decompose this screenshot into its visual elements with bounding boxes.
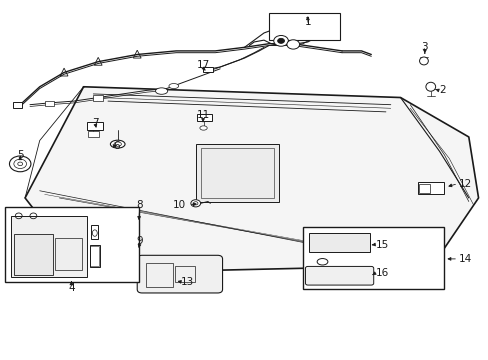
Text: 14: 14 bbox=[458, 254, 471, 264]
Bar bbox=[11, 216, 87, 277]
Text: 3: 3 bbox=[421, 42, 427, 52]
Ellipse shape bbox=[425, 82, 435, 91]
Text: 13: 13 bbox=[181, 277, 194, 287]
Circle shape bbox=[9, 156, 31, 172]
Bar bbox=[195, 144, 278, 202]
FancyBboxPatch shape bbox=[305, 266, 373, 285]
Bar bbox=[91, 225, 98, 239]
Ellipse shape bbox=[110, 140, 125, 148]
Bar bbox=[200, 148, 273, 198]
Bar bbox=[90, 245, 100, 267]
Bar bbox=[55, 238, 82, 270]
Bar bbox=[203, 67, 212, 72]
Ellipse shape bbox=[190, 200, 200, 207]
Bar bbox=[197, 114, 211, 121]
Bar bbox=[14, 234, 53, 275]
Text: 7: 7 bbox=[92, 118, 99, 128]
Text: 11: 11 bbox=[196, 111, 209, 121]
Text: 8: 8 bbox=[136, 200, 142, 210]
Ellipse shape bbox=[317, 258, 327, 265]
Bar bbox=[175, 266, 194, 282]
Text: 17: 17 bbox=[196, 60, 209, 70]
Bar bbox=[418, 184, 429, 193]
Text: 5: 5 bbox=[17, 150, 23, 160]
Ellipse shape bbox=[200, 126, 207, 130]
Text: 4: 4 bbox=[68, 283, 75, 293]
Bar bbox=[90, 246, 99, 266]
FancyBboxPatch shape bbox=[137, 255, 222, 293]
Bar bbox=[93, 95, 103, 101]
Bar bbox=[4, 207, 139, 282]
Bar bbox=[87, 122, 103, 130]
Text: 9: 9 bbox=[136, 236, 142, 246]
Text: 6: 6 bbox=[113, 141, 119, 151]
Ellipse shape bbox=[168, 84, 178, 89]
Text: 2: 2 bbox=[439, 85, 445, 95]
Bar bbox=[268, 13, 339, 40]
Bar bbox=[13, 102, 21, 108]
Text: 12: 12 bbox=[458, 179, 471, 189]
Bar bbox=[44, 101, 54, 107]
Ellipse shape bbox=[155, 88, 167, 94]
Circle shape bbox=[286, 40, 299, 49]
Text: 15: 15 bbox=[375, 239, 388, 249]
Bar bbox=[303, 226, 444, 289]
Ellipse shape bbox=[419, 57, 427, 65]
Bar bbox=[88, 131, 99, 137]
Text: 1: 1 bbox=[304, 17, 310, 27]
Bar bbox=[146, 263, 172, 287]
Bar bbox=[417, 182, 444, 194]
Circle shape bbox=[273, 36, 288, 46]
Polygon shape bbox=[25, 87, 478, 273]
Text: 10: 10 bbox=[173, 200, 185, 210]
Bar bbox=[308, 233, 369, 252]
Text: 16: 16 bbox=[375, 268, 388, 278]
Circle shape bbox=[277, 39, 284, 43]
